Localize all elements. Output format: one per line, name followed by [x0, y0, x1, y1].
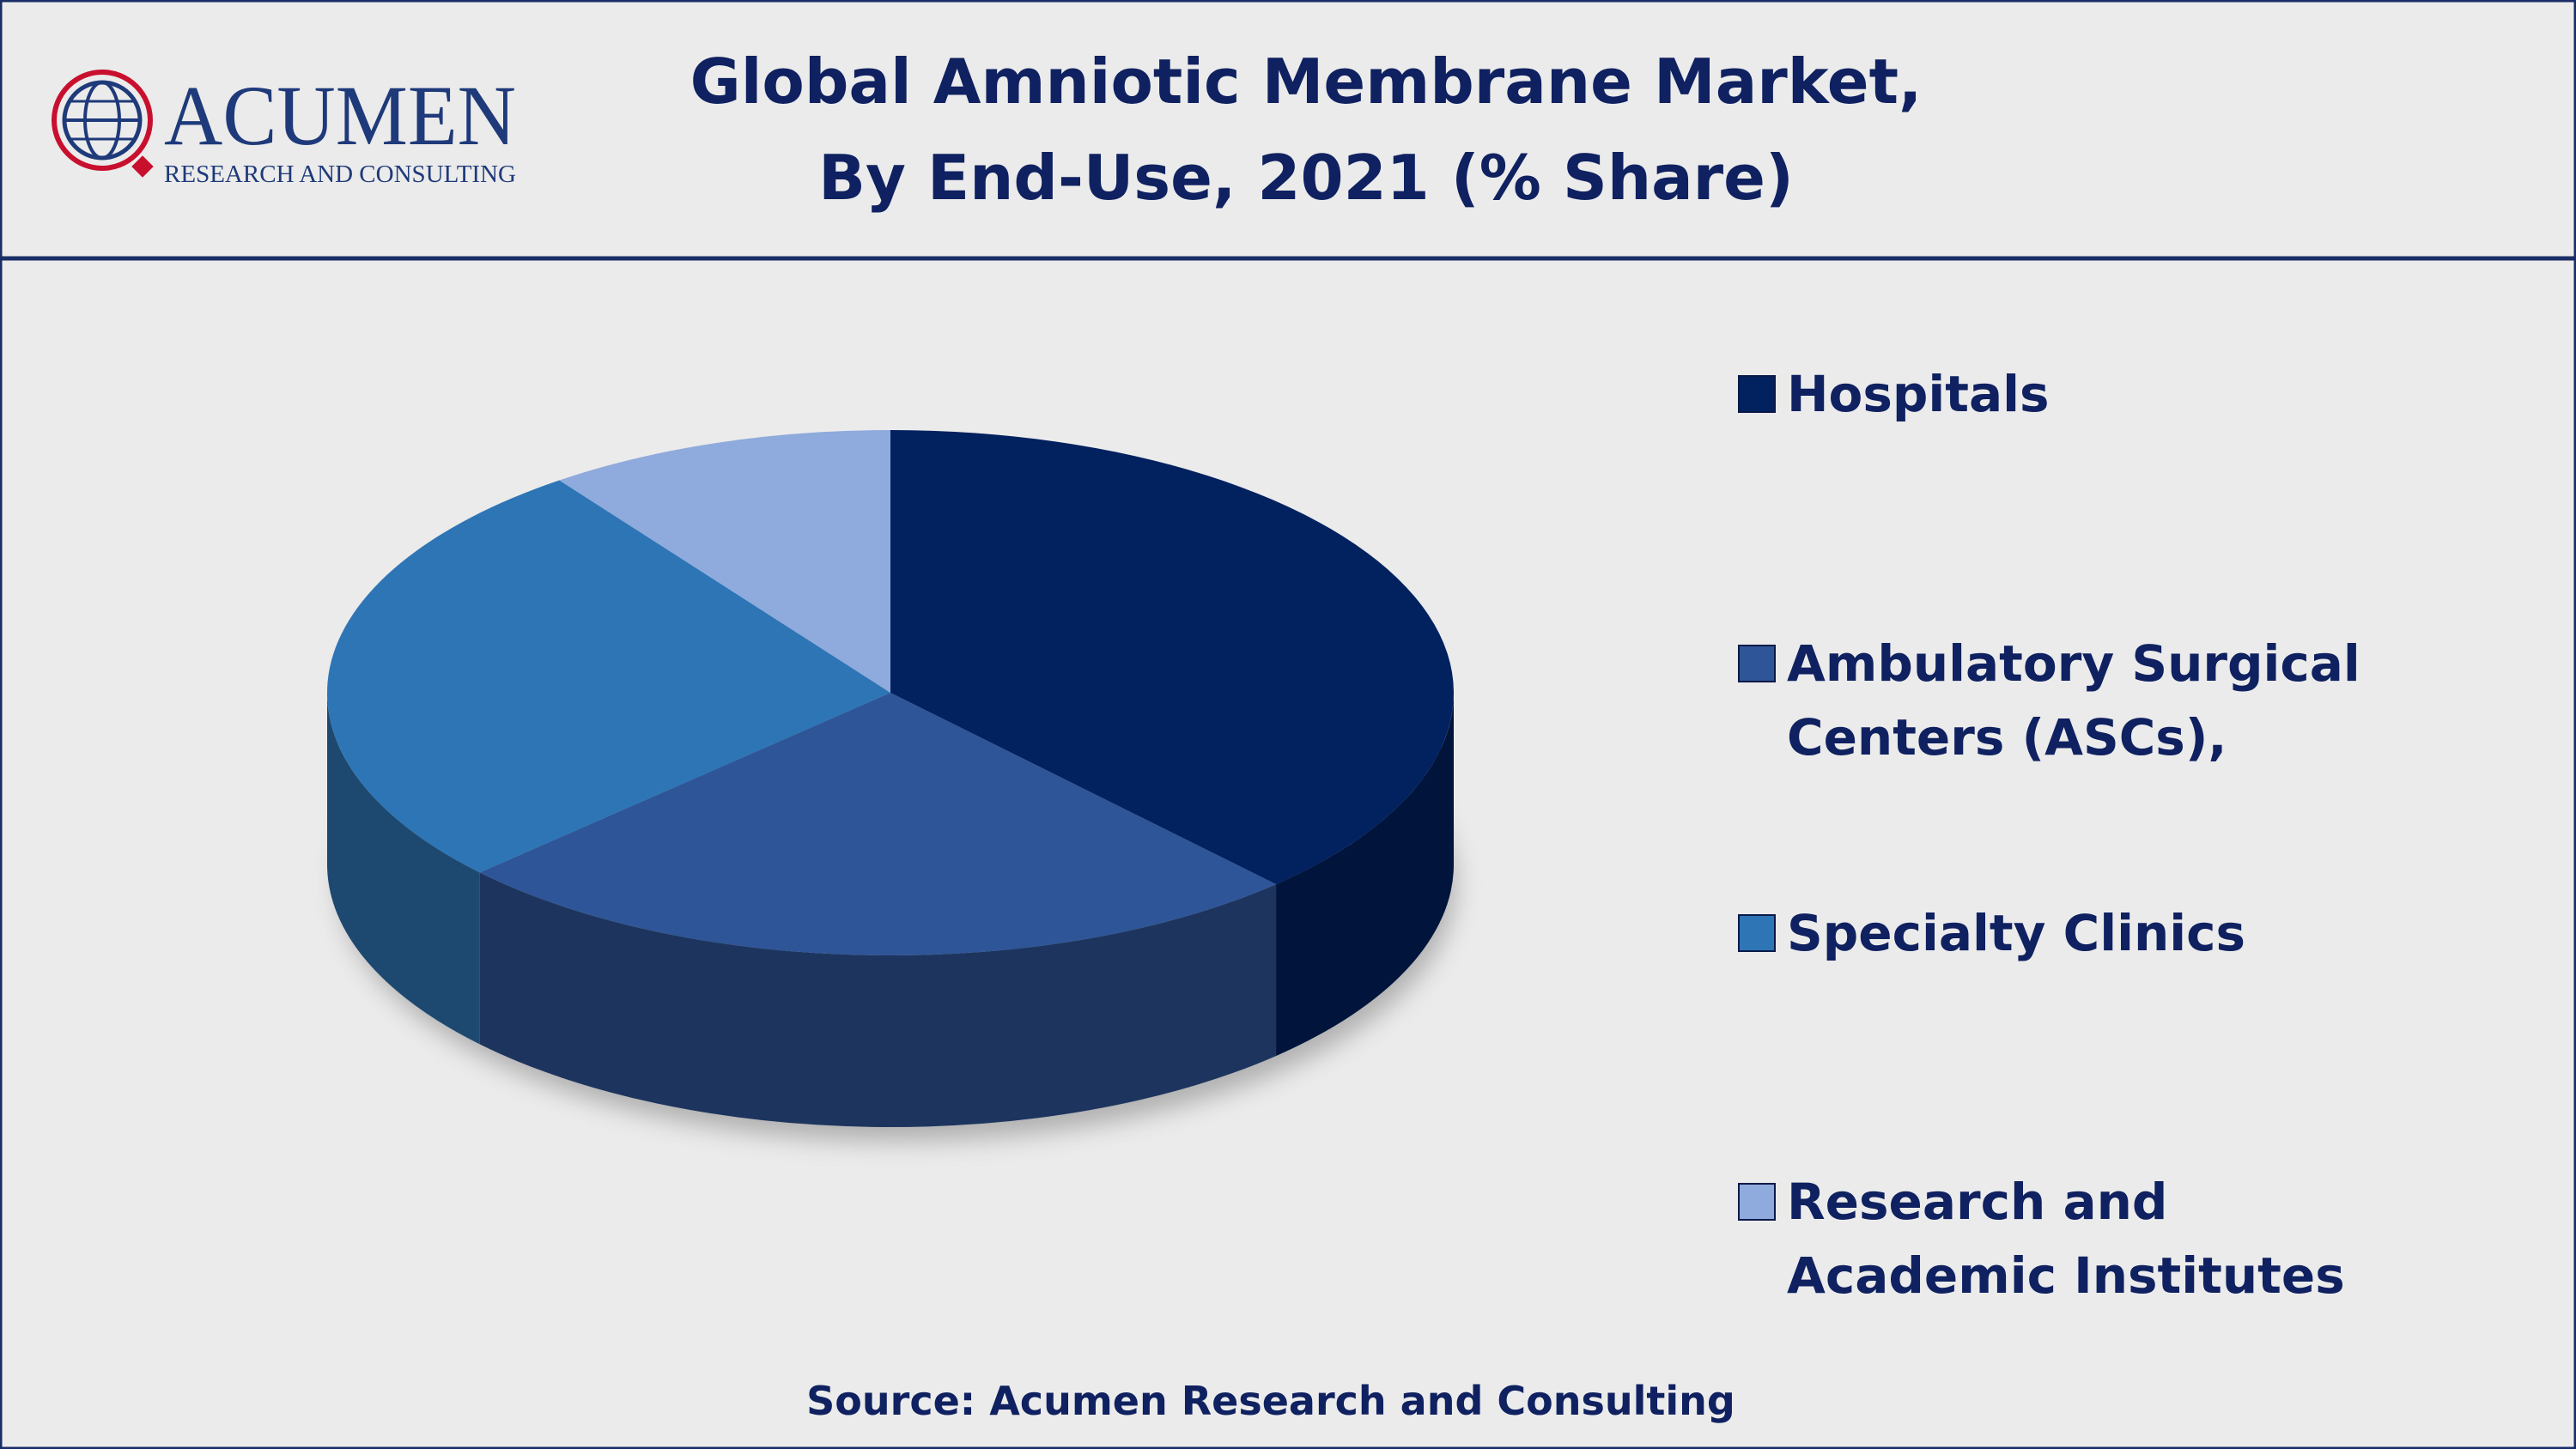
- legend-label: Research and Academic Institutes: [1787, 1173, 2345, 1305]
- legend-label: Hospitals: [1787, 365, 2050, 423]
- slice-side: [327, 693, 480, 1045]
- logo: ACUMEN RESEARCH AND CONSULTING: [52, 68, 516, 188]
- pie-slice: [559, 430, 890, 693]
- legend-swatch: [1738, 1183, 1776, 1221]
- pie-slice: [479, 693, 1277, 956]
- logo-tagline: RESEARCH AND CONSULTING: [164, 161, 516, 188]
- legend-label: Specialty Clinics: [1787, 904, 2246, 962]
- pie-slice: [327, 480, 890, 873]
- chart-title: Global Amniotic Membrane Market,: [690, 45, 1923, 118]
- legend-swatch: [1738, 645, 1776, 682]
- logo-diamond: [131, 155, 154, 178]
- pie-slice: [890, 430, 1455, 885]
- chart-title: By End-Use, 2021 (% Share): [818, 142, 1794, 214]
- slice-side: [1276, 693, 1454, 1057]
- source-note: Source: Acumen Research and Consulting: [806, 1378, 1735, 1424]
- slice-side: [479, 872, 1277, 1127]
- pie-sides: [327, 693, 1454, 1127]
- logo-ring: [52, 70, 153, 171]
- legend-swatch: [1738, 375, 1776, 413]
- legend-swatch: [1738, 914, 1776, 952]
- logo-name: ACUMEN: [164, 68, 516, 163]
- legend-label: Ambulatory Surgical Centers (ASCs),: [1787, 634, 2360, 767]
